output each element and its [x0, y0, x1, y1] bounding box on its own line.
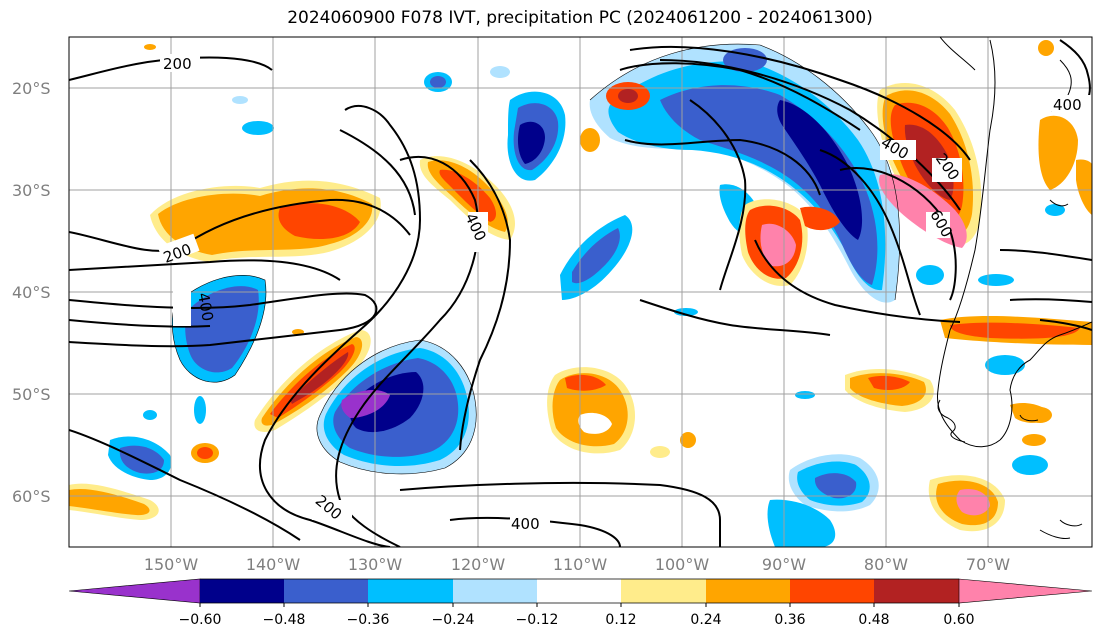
lon-axis: 150°W 140°W 130°W 120°W 110°W 100°W 90°W… [144, 555, 1010, 574]
colorbar-segment [958, 578, 1093, 604]
colorbar-tick-label: 0.60 [943, 612, 974, 628]
lon-tick-label: 110°W [553, 555, 608, 574]
ivt-contours [69, 39, 1092, 547]
pc-region-100w-ring [547, 367, 636, 454]
pc-region-90w-positive [739, 199, 840, 286]
lon-tick-label: 80°W [864, 555, 908, 574]
colorbar-segment [453, 579, 537, 603]
contour-label: 400 [511, 515, 540, 533]
colorbar-segment [68, 578, 201, 604]
colorbar-tick-label: −0.12 [516, 612, 559, 628]
colorbar-tick-label: 0.24 [690, 612, 721, 628]
pc-region-blue-north [507, 91, 566, 181]
colorbar-segment [790, 579, 874, 603]
colorbar-segment [200, 579, 284, 603]
colorbar-tick-label: 0.36 [774, 612, 805, 628]
lon-tick-label: 100°W [655, 555, 710, 574]
map-frame [68, 36, 1093, 548]
colorbar-segment [537, 579, 621, 603]
lat-tick-label: 20°S [12, 79, 51, 98]
colorbar-tick-label: 0.48 [858, 612, 889, 628]
contour-label: 400 [1053, 96, 1082, 114]
contour-label: 400 [194, 291, 217, 322]
colorbar-segment [706, 579, 790, 603]
lon-tick-label: 70°W [966, 555, 1010, 574]
lat-tick-label: 40°S [12, 283, 51, 302]
pc-region-80w-positive [845, 368, 934, 412]
map-area: 200 200 400 400 400 200 600 400 200 400 [69, 37, 1092, 547]
lon-tick-label: 140°W [246, 555, 301, 574]
colorbar-tick-label: −0.48 [263, 612, 306, 628]
lat-tick-label: 60°S [12, 487, 51, 506]
contour-label: 200 [163, 55, 192, 73]
pc-region-blue-east [589, 44, 900, 547]
colorbar-segment [874, 579, 959, 603]
pc-region-sw-positive [69, 483, 159, 520]
lon-tick-label: 120°W [451, 555, 506, 574]
chart-title: 2024060900 F078 IVT, precipitation PC (2… [287, 8, 873, 28]
pc-region-south-negative [316, 340, 477, 474]
lon-tick-label: 90°W [762, 555, 806, 574]
pc-small-features [143, 40, 1065, 475]
colorbar-segment [368, 579, 453, 603]
lat-tick-label: 30°S [12, 181, 51, 200]
lat-axis: 20°S 30°S 40°S 50°S 60°S [12, 79, 51, 506]
colorbar-tick-label: −0.24 [432, 612, 475, 628]
pc-region-blue-mid [560, 215, 633, 300]
colorbar-segment [621, 579, 706, 603]
colorbar-tick-label: −0.36 [347, 612, 390, 628]
lon-tick-label: 130°W [348, 555, 403, 574]
lon-tick-label: 150°W [144, 555, 199, 574]
graticule [69, 37, 1092, 547]
shading-outlines [171, 43, 900, 475]
colorbar-tick-label: 0.12 [605, 612, 636, 628]
lat-tick-label: 50°S [12, 385, 51, 404]
colorbar-segment [284, 579, 368, 603]
colorbar: −0.60 −0.48 −0.36 −0.24 −0.12 0.12 0.24 … [68, 578, 1093, 628]
colorbar-tick-label: −0.60 [179, 612, 222, 628]
